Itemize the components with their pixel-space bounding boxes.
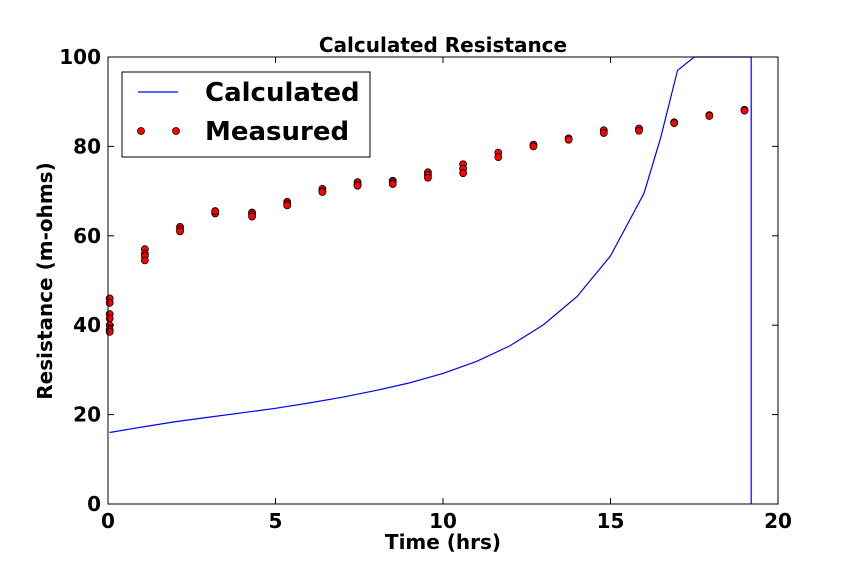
x-tick-label: 20 — [764, 509, 792, 533]
measured-point — [248, 212, 256, 221]
measured-point — [564, 135, 573, 144]
measured-point — [105, 314, 114, 323]
measured-point — [740, 106, 749, 115]
measured-series — [105, 105, 749, 336]
y-tick-label: 20 — [73, 403, 101, 427]
measured-point — [459, 169, 468, 178]
legend-box — [121, 71, 371, 158]
measured-point — [388, 180, 397, 188]
measured-point — [705, 112, 714, 120]
legend-measured-marker-left — [137, 127, 145, 135]
measured-point — [105, 327, 114, 336]
measured-point — [318, 188, 327, 196]
x-tick-label: 5 — [269, 509, 283, 533]
measured-point — [105, 298, 114, 307]
measured-point — [353, 181, 362, 190]
chart-title: Calculated Resistance — [319, 33, 567, 57]
measured-point — [211, 207, 220, 216]
measured-point — [529, 142, 538, 151]
measured-point — [635, 126, 643, 135]
x-axis-ticks: 0 5 10 15 20 — [101, 57, 792, 533]
measured-point — [283, 201, 292, 210]
legend-measured-marker-right — [172, 127, 180, 135]
x-tick-label: 0 — [101, 509, 115, 533]
legend: Calculated Measured — [121, 71, 371, 158]
legend-measured-label: Measured — [205, 117, 349, 147]
measured-point — [670, 119, 679, 128]
measured-point — [494, 153, 503, 162]
x-tick-label: 15 — [597, 509, 625, 533]
y-axis-ticks: 0 20 40 60 80 100 — [59, 45, 778, 516]
x-tick-label: 10 — [429, 509, 457, 533]
y-tick-label: 0 — [87, 492, 101, 516]
y-tick-label: 40 — [73, 313, 101, 337]
y-axis-label: Resistance (m-ohms) — [33, 162, 57, 399]
x-axis-label: Time (hrs) — [385, 530, 501, 554]
measured-point — [599, 129, 608, 137]
measured-point — [140, 256, 149, 265]
y-tick-label: 100 — [59, 45, 101, 69]
measured-point — [424, 173, 432, 182]
y-tick-label: 60 — [73, 224, 101, 248]
legend-calculated-label: Calculated — [205, 78, 360, 108]
y-tick-label: 80 — [73, 134, 101, 158]
measured-point — [176, 227, 184, 236]
